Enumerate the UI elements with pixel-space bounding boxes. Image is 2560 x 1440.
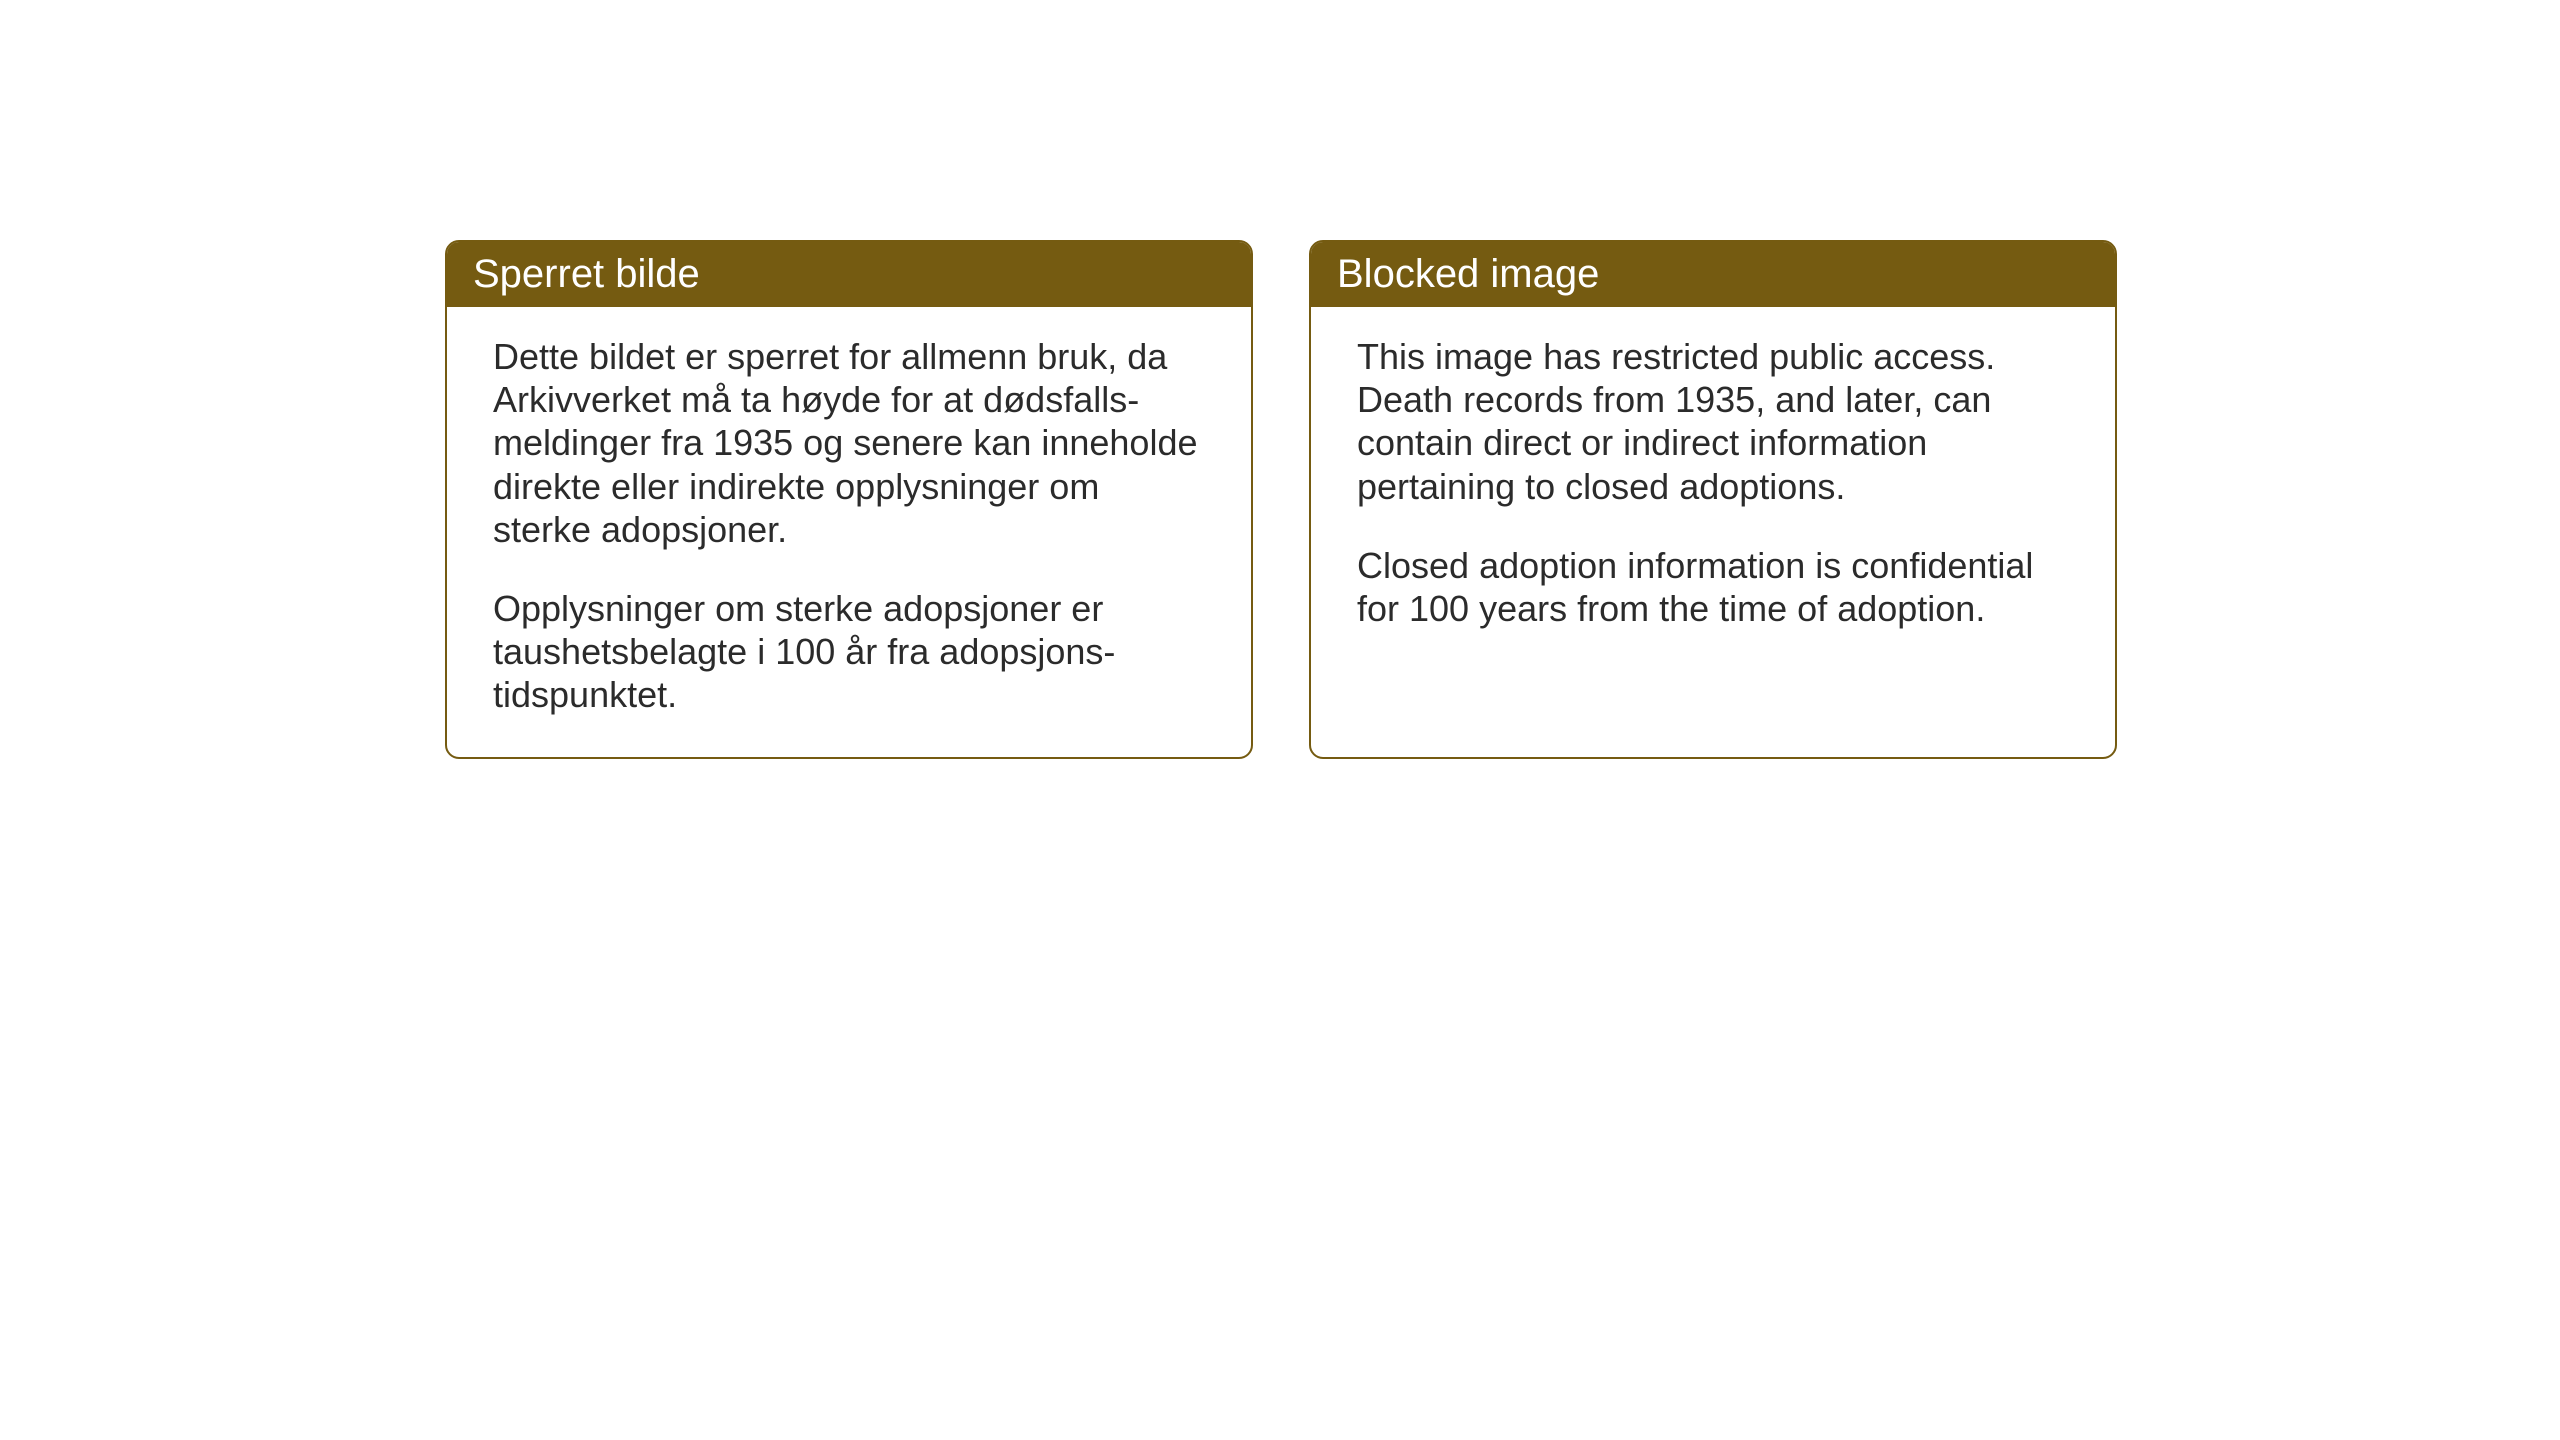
notice-paragraph-1-english: This image has restricted public access.… [1357,335,2069,508]
notice-paragraph-1-norwegian: Dette bildet er sperret for allmenn bruk… [493,335,1205,551]
notice-title-norwegian: Sperret bilde [473,252,700,296]
notice-box-english: Blocked image This image has restricted … [1309,240,2117,759]
notice-paragraph-2-norwegian: Opplysninger om sterke adopsjoner er tau… [493,587,1205,717]
notice-header-english: Blocked image [1311,242,2115,307]
notice-body-norwegian: Dette bildet er sperret for allmenn bruk… [447,307,1251,757]
notice-title-english: Blocked image [1337,252,1599,296]
notice-paragraph-2-english: Closed adoption information is confident… [1357,544,2069,630]
notice-body-english: This image has restricted public access.… [1311,307,2115,670]
notice-header-norwegian: Sperret bilde [447,242,1251,307]
notice-container: Sperret bilde Dette bildet er sperret fo… [445,240,2117,759]
notice-box-norwegian: Sperret bilde Dette bildet er sperret fo… [445,240,1253,759]
